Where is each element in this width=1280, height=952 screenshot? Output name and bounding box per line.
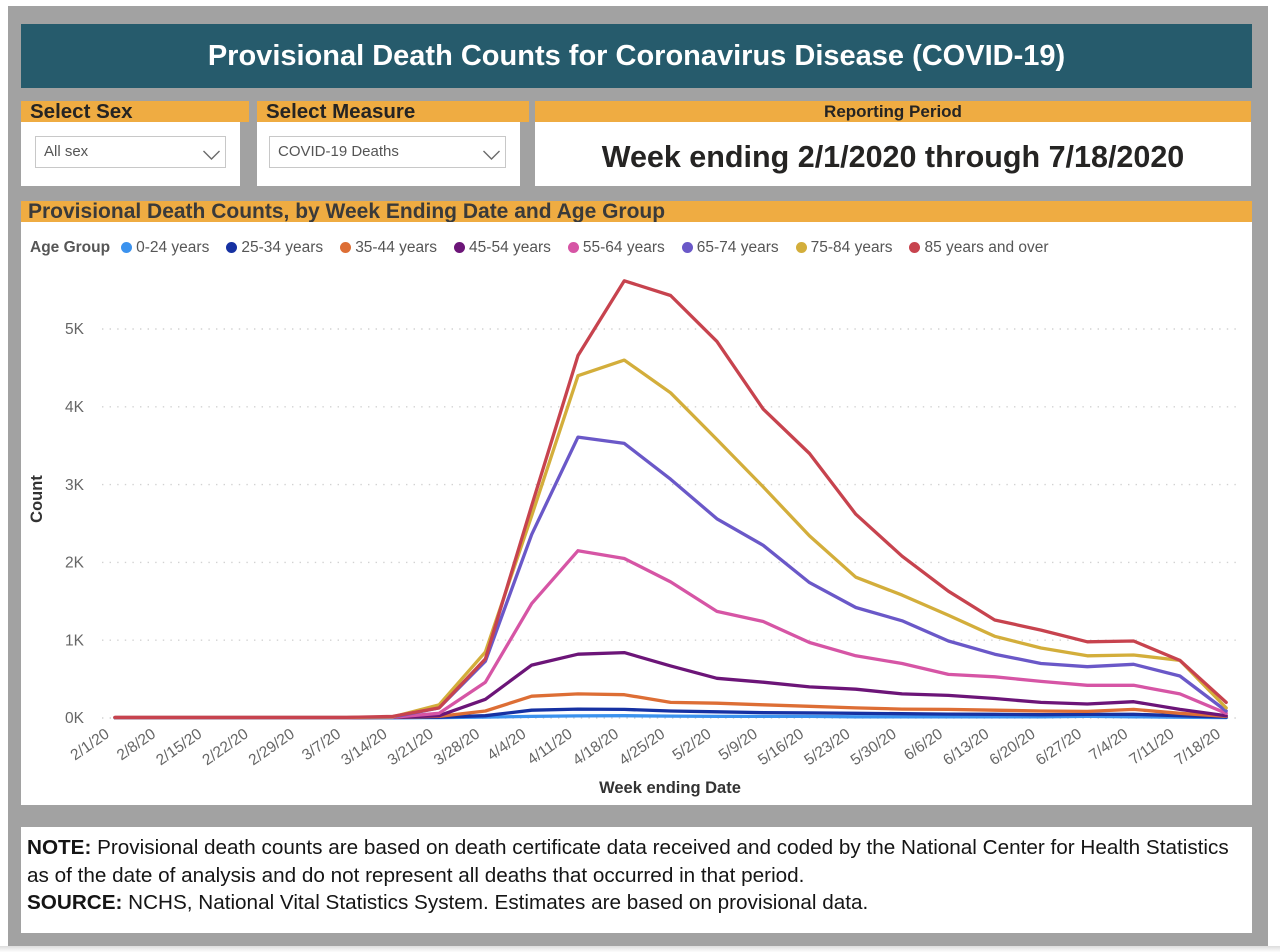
svg-text:4/25/20: 4/25/20	[616, 725, 668, 769]
svg-text:5/16/20: 5/16/20	[755, 725, 807, 769]
svg-text:6/6/20: 6/6/20	[901, 725, 946, 764]
svg-text:1K: 1K	[65, 632, 85, 649]
svg-text:7/4/20: 7/4/20	[1086, 725, 1131, 764]
svg-text:5/30/20: 5/30/20	[848, 725, 900, 769]
svg-text:3/14/20: 3/14/20	[338, 725, 390, 769]
svg-text:2/8/20: 2/8/20	[114, 725, 159, 764]
svg-text:0K: 0K	[65, 710, 85, 727]
svg-text:6/13/20: 6/13/20	[940, 725, 992, 769]
svg-text:4/4/20: 4/4/20	[484, 725, 529, 764]
svg-text:2/1/20: 2/1/20	[68, 725, 113, 764]
svg-text:5K: 5K	[65, 321, 85, 338]
svg-text:3/21/20: 3/21/20	[385, 725, 437, 769]
svg-text:5/9/20: 5/9/20	[716, 725, 761, 764]
svg-text:2/29/20: 2/29/20	[246, 725, 298, 769]
svg-text:Week ending Date: Week ending Date	[599, 779, 741, 797]
svg-text:5/23/20: 5/23/20	[801, 725, 853, 769]
svg-text:3/28/20: 3/28/20	[431, 725, 483, 769]
svg-text:4/11/20: 4/11/20	[524, 725, 575, 768]
svg-text:2K: 2K	[65, 555, 85, 572]
svg-text:2/15/20: 2/15/20	[153, 725, 205, 769]
svg-text:3K: 3K	[65, 477, 85, 494]
svg-text:2/22/20: 2/22/20	[199, 725, 251, 769]
svg-text:Count: Count	[28, 475, 46, 523]
svg-text:6/20/20: 6/20/20	[987, 725, 1039, 769]
svg-text:5/2/20: 5/2/20	[669, 725, 714, 764]
svg-text:7/18/20: 7/18/20	[1172, 725, 1224, 769]
svg-text:6/27/20: 6/27/20	[1033, 725, 1085, 769]
svg-text:3/7/20: 3/7/20	[299, 725, 344, 764]
svg-text:4K: 4K	[65, 399, 85, 416]
svg-text:4/18/20: 4/18/20	[570, 725, 622, 769]
svg-text:7/11/20: 7/11/20	[1126, 725, 1177, 768]
